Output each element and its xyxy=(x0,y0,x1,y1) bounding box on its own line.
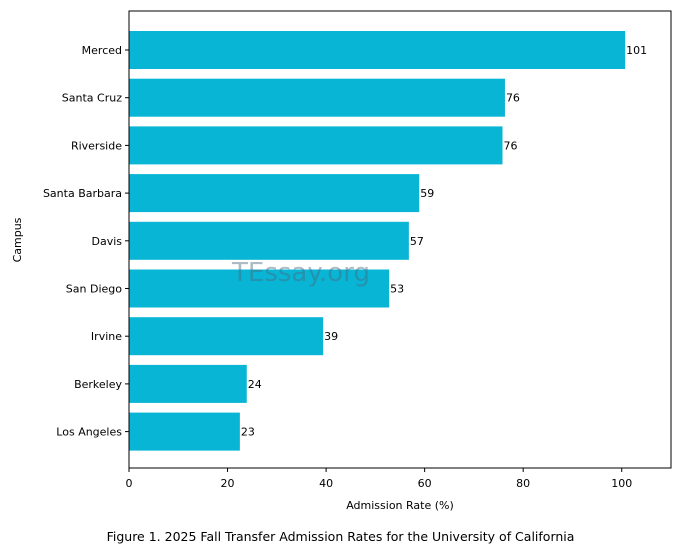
value-label-davis: 57 xyxy=(410,235,424,248)
y-tick-label-berkeley: Berkeley xyxy=(74,378,122,391)
y-tick-label-santa-cruz: Santa Cruz xyxy=(62,92,122,105)
value-label-san-diego: 53 xyxy=(390,283,404,296)
y-tick-label-los-angeles: Los Angeles xyxy=(56,426,122,439)
value-label-riverside: 76 xyxy=(503,139,517,152)
watermark: TEssay.org xyxy=(231,258,370,288)
bar-irvine xyxy=(129,317,324,356)
bar-riverside xyxy=(129,126,503,165)
value-label-los-angeles: 23 xyxy=(241,426,255,439)
bar-santa-cruz xyxy=(129,78,505,117)
x-tick-label-80: 80 xyxy=(516,477,530,490)
plot-frame xyxy=(128,10,672,469)
value-label-berkeley: 24 xyxy=(248,378,262,391)
value-label-merced: 101 xyxy=(626,44,647,57)
x-axis-label: Admission Rate (%) xyxy=(346,499,454,512)
bar-los-angeles xyxy=(129,412,240,451)
value-label-irvine: 39 xyxy=(324,330,338,343)
value-label-santa-cruz: 76 xyxy=(506,92,520,105)
y-tick-label-riverside: Riverside xyxy=(71,139,122,152)
x-tick-label-0: 0 xyxy=(126,477,133,490)
figure-caption: Figure 1. 2025 Fall Transfer Admission R… xyxy=(106,529,575,544)
value-label-santa-barbara: 59 xyxy=(420,187,434,200)
x-tick-label-100: 100 xyxy=(611,477,632,490)
bar-san-diego xyxy=(129,269,390,308)
y-tick-label-irvine: Irvine xyxy=(91,330,122,343)
bar-santa-barbara xyxy=(129,174,420,213)
x-tick-label-40: 40 xyxy=(319,477,333,490)
bar-berkeley xyxy=(129,364,247,403)
x-tick-label-60: 60 xyxy=(418,477,432,490)
x-tick-label-20: 20 xyxy=(221,477,235,490)
y-tick-label-davis: Davis xyxy=(91,235,122,248)
bar-davis xyxy=(129,221,409,260)
bar-merced xyxy=(129,31,626,69)
y-tick-label-san-diego: San Diego xyxy=(66,283,122,296)
y-axis-label: Campus xyxy=(11,217,24,262)
y-tick-label-merced: Merced xyxy=(82,44,122,57)
y-tick-label-santa-barbara: Santa Barbara xyxy=(43,187,122,200)
